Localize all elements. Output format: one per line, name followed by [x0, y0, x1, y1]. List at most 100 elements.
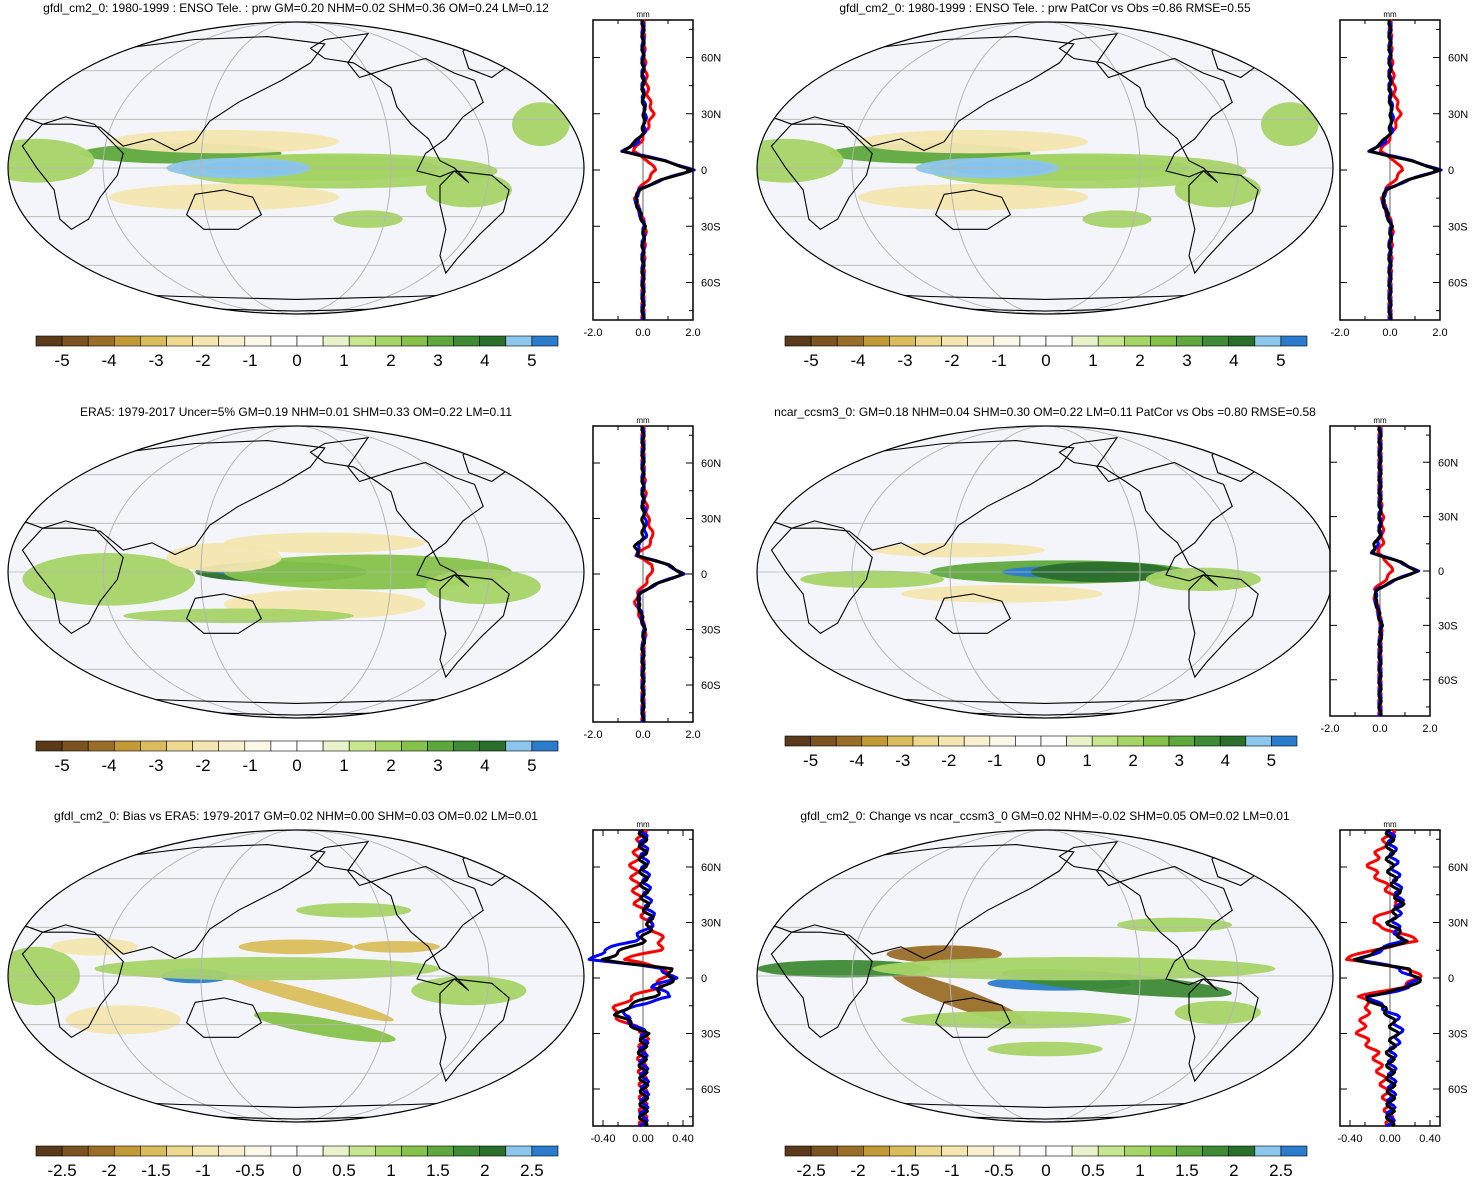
panel-p1: gfdl_cm2_0: 1980-1999 : ENSO Tele. : prw…: [7, 1, 721, 370]
field-layer: [757, 917, 1276, 1057]
colorbar-tick-label: -2: [941, 751, 956, 770]
colorbar-tick-label: 1: [386, 1161, 395, 1179]
y-tick-label: 60S: [701, 680, 721, 692]
colorbar-swatch: [348, 335, 376, 347]
panel-title: gfdl_cm2_0: Change vs ncar_ccsm3_0 GM=0.…: [800, 809, 1290, 823]
colorbar-swatch: [1202, 1145, 1229, 1157]
field-anomaly: [1174, 1000, 1261, 1025]
x-tick-label: -0.40: [590, 1133, 615, 1145]
colorbar-swatch: [531, 335, 559, 347]
colorbar-tick-label: 4: [1229, 351, 1238, 370]
x-tick-label: 2.0: [685, 729, 700, 741]
field-anomaly: [166, 542, 282, 572]
field-anomaly: [1174, 172, 1261, 208]
colorbar-tick-label: 0: [292, 351, 301, 370]
field-anomaly: [1261, 102, 1319, 147]
colorbar-swatch: [531, 740, 559, 752]
colorbar-tick-label: 1: [339, 351, 348, 370]
x-tick-label: -2.0: [1321, 723, 1340, 735]
x-tick-label: 2.0: [1422, 723, 1437, 735]
field-anomaly: [1117, 917, 1233, 933]
colorbar-swatch: [114, 740, 141, 752]
colorbar-swatch: [1280, 1145, 1308, 1157]
panel-p5: gfdl_cm2_0: Bias vs ERA5: 1979-2017 GM=0…: [7, 809, 721, 1179]
colorbar-tick-label: -1.5: [890, 1161, 919, 1179]
colorbar-swatch: [270, 335, 298, 347]
field-anomaly: [757, 959, 930, 978]
coastline-southAmerica: [1188, 978, 1259, 1083]
colorbar-swatch: [1040, 735, 1067, 747]
colorbar-swatch: [427, 740, 454, 752]
colorbar-tick-label: 3: [1182, 351, 1191, 370]
map-border: [7, 21, 585, 315]
y-tick-label: 60S: [701, 278, 721, 290]
colorbar-tick-label: -4: [102, 351, 117, 370]
zonal-mean-plot: -2.0 0.0 2.0 60N 30N 0 30S 60S mm: [1331, 10, 1469, 339]
colorbar: -5 -4 -3 -2 -1 0 1 2 3 4 5: [35, 740, 559, 775]
colorbar-tick-label: 1: [1135, 1161, 1144, 1179]
colorbar-tick-label: -5: [803, 751, 818, 770]
colorbar-swatch: [401, 335, 428, 347]
field-anomaly: [123, 608, 354, 624]
field-anomaly: [224, 532, 426, 554]
colorbar-tick-label: -3: [148, 756, 163, 775]
colorbar-swatch: [192, 1145, 220, 1157]
field-anomaly: [333, 210, 403, 228]
x-tick-label: 2.0: [1432, 327, 1447, 339]
map-border: [7, 829, 585, 1123]
colorbar-swatch: [1228, 335, 1256, 347]
x-tick-label: 0.0: [635, 327, 650, 339]
colorbar-tick-label: -4: [102, 756, 117, 775]
colorbar-swatch: [505, 335, 533, 347]
panel-title: gfdl_cm2_0: 1980-1999 : ENSO Tele. : prw…: [839, 1, 1251, 15]
map-border: [7, 425, 585, 719]
colorbar-tick-label: 3: [1175, 751, 1184, 770]
y-tick-label: 30N: [701, 514, 721, 526]
colorbar-swatch: [114, 335, 141, 347]
coastline-australia: [934, 997, 1012, 1038]
coastline-africa: [770, 116, 873, 230]
y-tick-label: 30S: [1448, 1029, 1468, 1041]
field-anomaly: [512, 102, 570, 147]
colorbar-tick-label: -3: [895, 751, 910, 770]
y-tick-label: 0: [1448, 973, 1454, 985]
field-anomaly: [800, 570, 945, 589]
colorbar-swatch: [941, 1145, 968, 1157]
colorbar-swatch: [912, 735, 939, 747]
colorbar-swatch: [1176, 1145, 1203, 1157]
field-layer: [8, 903, 527, 1043]
panel-p3: ERA5: 1979-2017 Uncer=5% GM=0.19 NHM=0.0…: [7, 405, 721, 775]
colorbar-swatch: [862, 1145, 890, 1157]
colorbar-swatch: [889, 335, 916, 347]
map-border: [756, 21, 1334, 315]
panel-title: gfdl_cm2_0: Bias vs ERA5: 1979-2017 GM=0…: [54, 809, 538, 823]
colorbar-tick-label: 4: [1221, 751, 1230, 770]
colorbar-swatch: [1176, 335, 1203, 347]
field-anomaly: [901, 1011, 1132, 1029]
colorbar-swatch: [401, 740, 428, 752]
field-anomaly: [22, 553, 196, 606]
colorbar-swatch: [836, 1145, 864, 1157]
colorbar-swatch: [505, 1145, 533, 1157]
coastline-africa: [21, 924, 124, 1038]
colorbar-swatch: [374, 740, 402, 752]
y-tick-label: 60S: [1448, 278, 1468, 290]
colorbar-swatch: [87, 335, 115, 347]
field-anomaly: [8, 138, 95, 183]
map: [7, 21, 585, 315]
colorbar-swatch: [453, 1145, 481, 1157]
colorbar-tick-label: 0.5: [1081, 1161, 1105, 1179]
colorbar-tick-label: -2: [195, 351, 210, 370]
colorbar-swatch: [296, 1145, 324, 1157]
coastline-australia: [185, 593, 263, 634]
colorbar-swatch: [1045, 1145, 1073, 1157]
y-tick-label: 60N: [1438, 457, 1458, 469]
colorbar-swatch: [322, 740, 350, 752]
y-tick-label: 0: [1438, 566, 1444, 578]
field-anomaly: [901, 585, 1103, 603]
colorbar-swatch: [427, 335, 454, 347]
panel-p6: gfdl_cm2_0: Change vs ncar_ccsm3_0 GM=0.…: [756, 809, 1468, 1179]
field-anomaly: [238, 939, 354, 955]
y-tick-label: 30N: [1448, 109, 1468, 121]
